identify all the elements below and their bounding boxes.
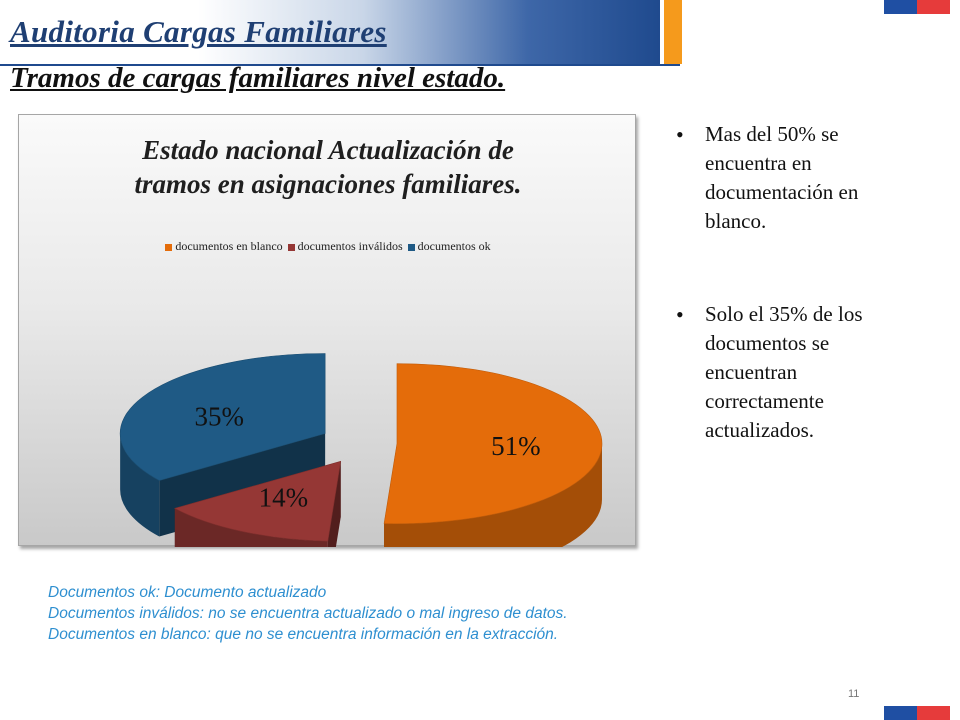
slide-subtitle: Tramos de cargas familiares nivel estado… <box>10 62 506 94</box>
bullet-list: • Mas del 50% se encuentra en documentaci… <box>676 120 916 445</box>
legend-swatch-blanco <box>165 243 173 251</box>
footnote-ok: Documentos ok: Documento actualizado <box>48 584 327 601</box>
data-label-invalidos: 14% <box>259 482 309 512</box>
legend-swatch-ok <box>407 243 415 251</box>
legend-label-ok: documentos ok <box>417 239 491 253</box>
header-accent-bar <box>664 0 682 64</box>
pie-slice-top <box>383 363 603 524</box>
pie-chart: Estado nacional Actualización de tramos … <box>18 114 637 547</box>
bullet-item: • Solo el 35% de los documentos se encuen… <box>676 300 916 445</box>
page-number: 11 <box>848 688 860 700</box>
legend-label-blanco: documentos en blanco <box>175 239 283 253</box>
bullet-text: Solo el 35% de los documentos se encuent… <box>705 302 863 442</box>
pie-slice-wall <box>120 433 160 537</box>
pie-slice-wall <box>384 443 602 547</box>
data-label-blanco: 51% <box>491 431 541 461</box>
legend-swatch-invalidos <box>287 243 295 251</box>
bullet-item: • Mas del 50% se encuentra en documentaci… <box>676 120 916 236</box>
footnote-blanco: Documentos en blanco: que no se encuentr… <box>48 626 559 643</box>
pie-slice-top <box>174 460 342 542</box>
pie-plot: 51% 14% 35% <box>119 353 603 547</box>
slide-title: Auditoria Cargas Familiares <box>10 14 387 49</box>
header-band <box>0 0 660 66</box>
pie-slice-top <box>119 353 326 481</box>
legend-label-invalidos: documentos inválidos <box>297 239 403 253</box>
pie-slice-blanco <box>383 363 603 547</box>
pie-slice-invalidos <box>174 460 342 547</box>
flag-logo-top <box>884 0 950 14</box>
bullet-text: Mas del 50% se encuentra en documentació… <box>705 122 859 233</box>
footnote-invalidos: Documentos inválidos: no se encuentra ac… <box>48 605 568 622</box>
legend-item-ok: documentos ok <box>407 239 491 254</box>
legend-item-blanco: documentos en blanco <box>165 239 283 254</box>
chart-title: Estado nacional Actualización de tramos … <box>19 133 637 201</box>
chart-legend: documentos en blanco documentos inválido… <box>19 239 637 254</box>
bullet-dot: • <box>676 122 684 147</box>
chart-title-line-1: Estado nacional Actualización de <box>142 135 514 165</box>
pie-slice-wall <box>174 508 328 547</box>
data-label-ok: 35% <box>194 401 244 431</box>
legend-item-invalidos: documentos inválidos <box>287 239 403 254</box>
flag-logo-bottom <box>884 706 950 720</box>
chart-title-line-2: tramos en asignaciones familiares. <box>134 169 522 199</box>
footnotes: Documentos ok: Documento actualizado Doc… <box>48 582 748 645</box>
bullet-dot: • <box>676 302 684 327</box>
header-rule <box>0 64 680 66</box>
